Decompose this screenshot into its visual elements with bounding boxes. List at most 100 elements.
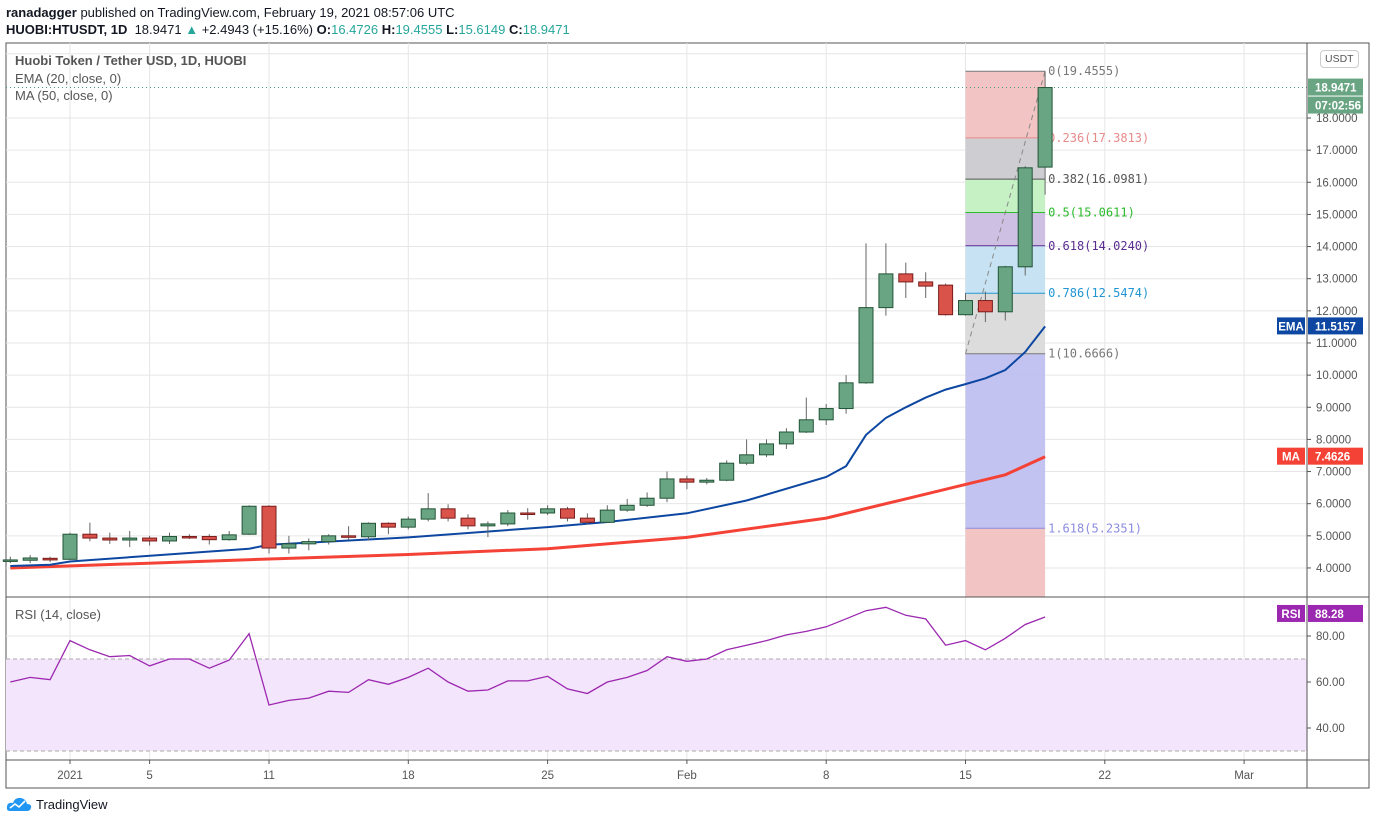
- fib-level-label: 0.5(15.0611): [1048, 205, 1135, 219]
- ma-value-tag-bg: [1308, 447, 1363, 465]
- candle-up: [719, 462, 735, 481]
- price-tick-label: 13.0000: [1316, 274, 1358, 286]
- publisher-name[interactable]: ranadagger: [6, 5, 77, 20]
- candle-down: [181, 535, 197, 539]
- fib-level-label: 1.618(5.2351): [1048, 521, 1142, 535]
- fib-zone: [965, 528, 1046, 597]
- ma-legend[interactable]: MA (50, close, 0): [15, 88, 113, 103]
- fib-zone: [965, 212, 1046, 246]
- ema-value-tag-bg: [1308, 317, 1363, 335]
- ma-name-tag-bg: [1277, 447, 1305, 465]
- fib-level-label: 1(10.6666): [1048, 347, 1120, 361]
- rsi-name-tag: RSI: [1281, 609, 1300, 621]
- fib-zone: [965, 353, 1046, 529]
- candle-up: [798, 419, 814, 433]
- price-tick-label: 5.0000: [1316, 531, 1351, 543]
- price-tick-label: 4.0000: [1316, 563, 1351, 575]
- candle-down: [918, 281, 934, 287]
- candle-up: [958, 300, 973, 316]
- fib-level-label: 0.786(12.5474): [1048, 286, 1149, 300]
- candle-up: [400, 518, 416, 528]
- candle-down: [42, 557, 58, 561]
- rsi-value-tag: 88.28: [1315, 609, 1344, 621]
- fib-level-label: 0.618(14.0240): [1048, 239, 1149, 253]
- price-tick-label: 17.0000: [1316, 145, 1358, 157]
- open-label: O:: [316, 22, 332, 37]
- price-tick-label: 14.0000: [1316, 242, 1358, 254]
- time-tick-label: Feb: [677, 770, 697, 782]
- candle-up: [838, 382, 854, 410]
- low-label: L:: [446, 22, 459, 37]
- rsi-line: [10, 606, 1046, 706]
- countdown-tag-bg: [1308, 96, 1363, 114]
- rsi-legend[interactable]: RSI (14, close): [15, 607, 101, 622]
- time-tick-label: 8: [823, 770, 829, 782]
- rsi-band: [6, 659, 1307, 751]
- time-tick-label: 18: [402, 770, 415, 782]
- candle-up: [62, 533, 78, 560]
- price-tick-label: 9.0000: [1316, 402, 1351, 414]
- chart-legend-title: Huobi Token / Tether USD, 1D, HUOBI: [15, 53, 247, 68]
- candle-down: [142, 537, 158, 542]
- rsi-name-tag-bg: [1277, 604, 1305, 622]
- tradingview-logo[interactable]: TradingView: [6, 796, 108, 812]
- ma50-line: [10, 455, 1046, 570]
- candle-up: [162, 535, 177, 542]
- candle-up: [778, 431, 794, 445]
- fib-level-label: 0(19.4555): [1048, 64, 1120, 78]
- fib-zone: [965, 137, 1046, 180]
- candle-up: [241, 505, 257, 535]
- candle-down: [520, 512, 536, 516]
- candle-up: [122, 537, 138, 541]
- ma-name-tag: MA: [1282, 452, 1300, 464]
- candle-up: [599, 509, 615, 523]
- ema-legend[interactable]: EMA (20, close, 0): [15, 71, 122, 86]
- candle-down: [440, 508, 456, 519]
- price-tick-label: 7.0000: [1316, 467, 1351, 479]
- fib-zone: [965, 179, 1046, 213]
- candle-up: [1017, 167, 1033, 268]
- high-label: H:: [381, 22, 396, 37]
- time-tick-label: Mar: [1234, 770, 1254, 782]
- candle-down: [938, 284, 954, 316]
- time-tick-label: 25: [541, 770, 554, 782]
- time-tick-label: 5: [146, 770, 152, 782]
- candle-up: [281, 543, 297, 549]
- price-tag: 18.9471: [1315, 83, 1357, 95]
- price-tag-bg: [1308, 78, 1363, 96]
- candle-up: [2, 559, 18, 562]
- candle-up: [878, 273, 894, 309]
- candle-up: [1037, 87, 1053, 168]
- price-tick-label: 6.0000: [1316, 499, 1351, 511]
- candle-down: [679, 478, 695, 483]
- price-tick-label: 10.0000: [1316, 370, 1358, 382]
- candle-down: [201, 535, 217, 541]
- candle-down: [460, 517, 476, 527]
- price-tick-label: 18.0000: [1316, 113, 1358, 125]
- logo-text: TradingView: [36, 796, 108, 812]
- currency-button[interactable]: USDT: [1320, 50, 1359, 68]
- ema20-line: [10, 325, 1046, 567]
- symbol: HUOBI:HTUSDT, 1D: [6, 22, 128, 37]
- candle-up: [361, 522, 376, 538]
- ema-name-tag-bg: [1277, 317, 1305, 335]
- candle-up: [639, 497, 655, 506]
- fib-level-label: 0.382(16.0981): [1048, 172, 1149, 186]
- candle-up: [500, 512, 516, 525]
- candle-down: [380, 522, 396, 528]
- candle-down: [977, 300, 993, 313]
- ma-value-tag: 7.4626: [1315, 452, 1350, 464]
- price-tick-label: 11.0000: [1316, 338, 1357, 350]
- candle-down: [261, 505, 277, 549]
- candle-up: [739, 454, 755, 464]
- candle-down: [898, 273, 914, 283]
- candle-down: [560, 508, 575, 519]
- candle-up: [540, 508, 556, 514]
- symbol-info: HUOBI:HTUSDT, 1D 18.9471 ▲ +2.4943 (+15.…: [6, 22, 570, 37]
- rsi-value-tag-bg: [1308, 604, 1363, 622]
- rsi-tick-label: 60.00: [1316, 677, 1345, 689]
- price-tick-label: 15.0000: [1316, 209, 1358, 221]
- rsi-tick-label: 80.00: [1316, 631, 1345, 643]
- low-value: 15.6149: [458, 22, 506, 37]
